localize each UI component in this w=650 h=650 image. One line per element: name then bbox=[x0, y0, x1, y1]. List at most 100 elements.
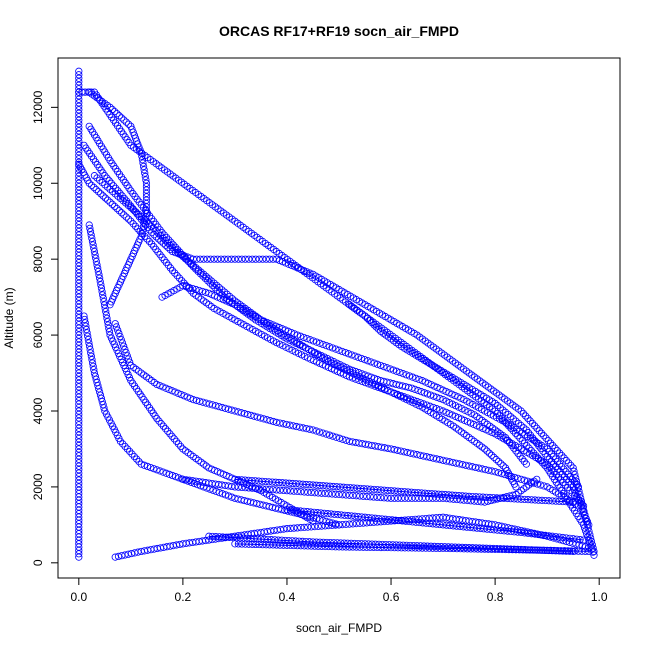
data-point bbox=[418, 544, 426, 552]
data-point bbox=[321, 522, 329, 530]
data-point bbox=[344, 539, 352, 547]
data-point bbox=[426, 391, 435, 399]
data-point bbox=[510, 528, 518, 536]
data-point bbox=[75, 286, 83, 294]
data-point bbox=[75, 203, 83, 212]
data-point bbox=[357, 354, 366, 363]
data-point bbox=[156, 467, 164, 475]
data-point bbox=[338, 521, 347, 529]
data-point bbox=[81, 319, 89, 327]
data-point bbox=[179, 282, 187, 290]
data-point bbox=[272, 478, 280, 486]
data-point bbox=[203, 484, 211, 492]
data-point bbox=[529, 546, 537, 554]
data-point bbox=[522, 546, 530, 554]
data-point bbox=[164, 427, 172, 435]
data-point bbox=[234, 475, 242, 484]
data-point bbox=[579, 508, 588, 516]
data-point bbox=[324, 542, 333, 551]
data-point bbox=[75, 214, 83, 222]
data-series bbox=[231, 475, 577, 506]
data-point bbox=[328, 344, 337, 352]
data-point bbox=[520, 476, 528, 484]
y-tick-label: 12000 bbox=[31, 90, 45, 124]
data-point bbox=[429, 544, 437, 552]
data-point bbox=[517, 528, 525, 537]
data-point bbox=[103, 183, 112, 191]
data-point bbox=[467, 545, 475, 553]
data-point bbox=[75, 158, 83, 166]
data-point bbox=[475, 544, 484, 552]
data-point bbox=[299, 480, 307, 488]
data-point bbox=[296, 507, 305, 515]
data-point bbox=[396, 368, 404, 377]
data-point bbox=[286, 421, 294, 429]
data-point bbox=[518, 455, 526, 463]
data-point bbox=[166, 264, 174, 272]
data-point bbox=[195, 286, 203, 295]
data-point bbox=[347, 512, 356, 520]
data-point bbox=[118, 114, 126, 122]
data-point bbox=[405, 372, 414, 380]
data-point bbox=[383, 364, 391, 372]
data-point bbox=[349, 543, 357, 551]
data-point bbox=[462, 492, 470, 500]
data-point bbox=[453, 495, 461, 504]
data-point bbox=[276, 419, 284, 427]
data-point bbox=[189, 261, 197, 270]
y-tick-label: 2000 bbox=[31, 473, 45, 500]
data-point bbox=[247, 411, 255, 419]
data-point bbox=[171, 269, 179, 277]
data-point bbox=[449, 544, 458, 553]
data-point bbox=[289, 479, 297, 488]
data-point bbox=[99, 294, 107, 302]
data-point bbox=[333, 483, 341, 491]
data-point bbox=[75, 137, 83, 145]
data-point bbox=[75, 379, 83, 387]
data-point bbox=[217, 255, 225, 263]
data-point bbox=[205, 532, 213, 540]
data-point bbox=[185, 284, 193, 292]
data-point bbox=[295, 480, 304, 488]
data-point bbox=[245, 484, 253, 492]
data-point bbox=[363, 314, 371, 322]
data-point bbox=[519, 546, 527, 554]
data-point bbox=[285, 537, 293, 545]
data-point bbox=[255, 540, 263, 549]
data-point bbox=[548, 497, 556, 505]
data-point bbox=[100, 301, 109, 309]
data-point bbox=[75, 341, 83, 350]
data-point bbox=[423, 542, 432, 550]
data-point bbox=[75, 283, 83, 291]
data-point bbox=[168, 244, 177, 252]
data-point bbox=[573, 535, 581, 543]
data-point bbox=[489, 494, 497, 502]
x-axis: 0.0 0.2 0.4 0.6 0.8 1.0 bbox=[70, 577, 608, 604]
data-point bbox=[121, 345, 129, 353]
data-point bbox=[446, 521, 454, 530]
data-point bbox=[514, 419, 523, 427]
data-point bbox=[356, 519, 364, 527]
data-point bbox=[463, 496, 471, 505]
data-point bbox=[578, 547, 586, 555]
data-point bbox=[542, 434, 550, 442]
data-point bbox=[459, 523, 468, 531]
x-axis-label: socn_air_FMPD bbox=[296, 621, 382, 635]
data-point bbox=[75, 431, 83, 439]
data-point bbox=[260, 535, 269, 543]
data-point bbox=[434, 542, 442, 551]
data-point bbox=[538, 496, 546, 504]
data-point bbox=[224, 405, 233, 413]
data-point bbox=[364, 357, 372, 365]
data-point bbox=[234, 540, 242, 548]
data-point bbox=[142, 210, 151, 218]
data-point bbox=[574, 547, 582, 555]
data-point bbox=[292, 537, 300, 545]
data-point bbox=[414, 489, 422, 497]
data-point bbox=[540, 546, 548, 554]
data-point bbox=[304, 488, 312, 496]
data-point bbox=[103, 314, 111, 322]
x-tick-label: 1.0 bbox=[591, 590, 608, 604]
data-point bbox=[86, 224, 94, 232]
data-point bbox=[221, 404, 229, 412]
